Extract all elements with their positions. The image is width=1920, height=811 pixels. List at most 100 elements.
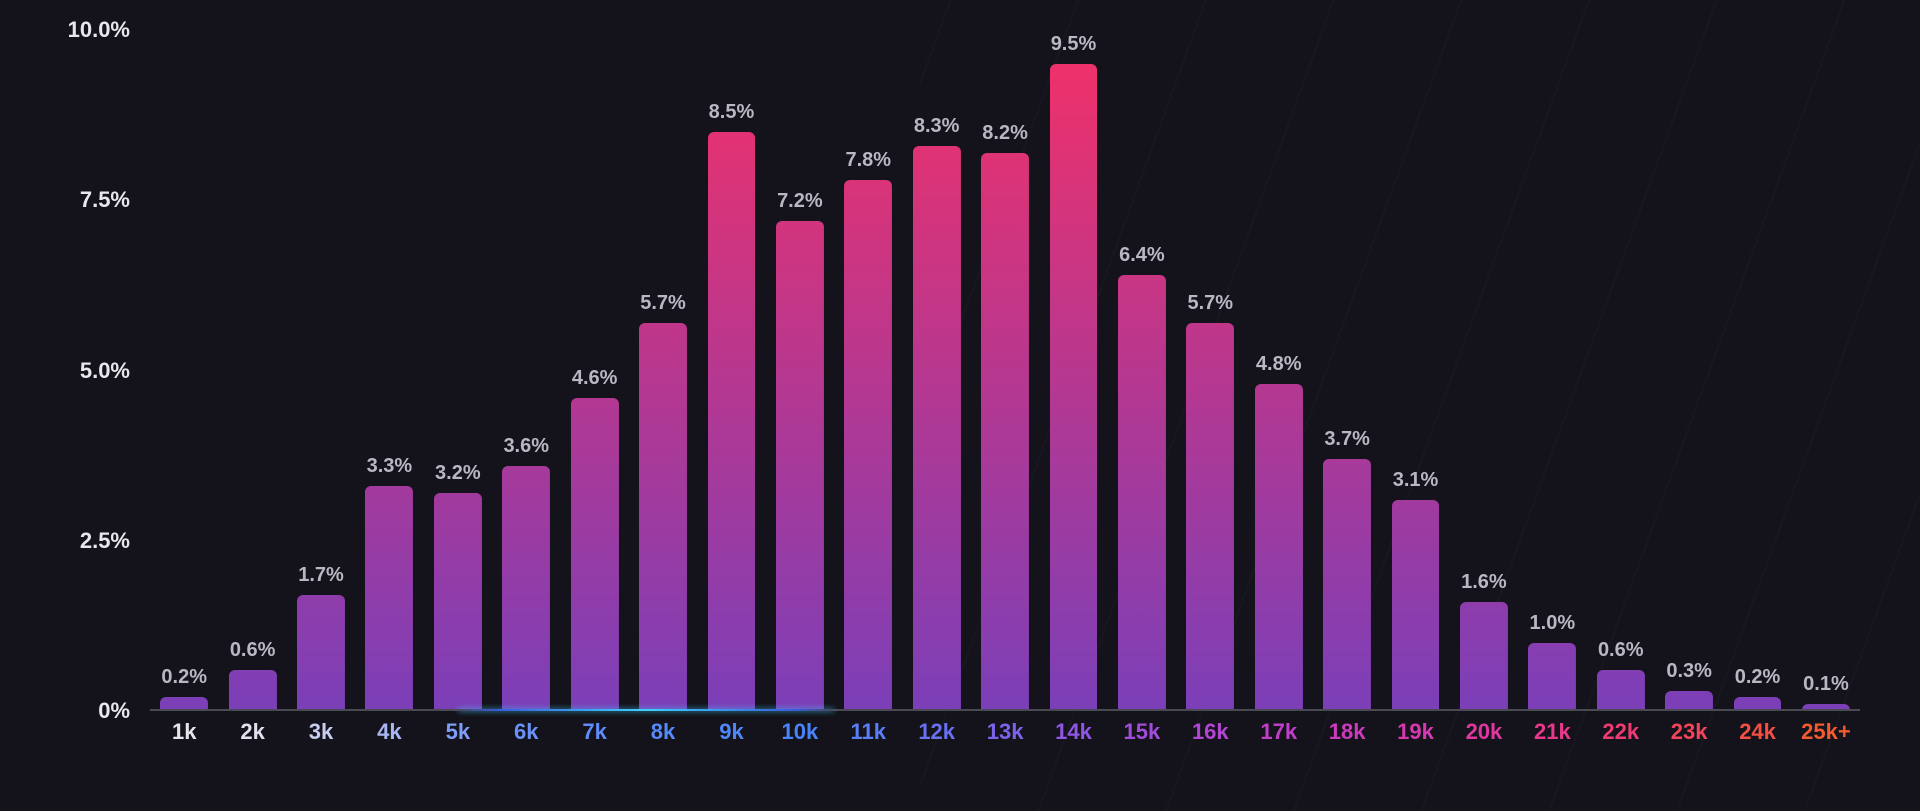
bar: 3.7% [1313,30,1381,711]
bar-rect [1460,602,1508,711]
x-axis-label: 17k [1245,711,1313,745]
x-axis-label: 18k [1313,711,1381,745]
x-axis-label: 9k [697,711,765,745]
x-axis-label: 5k [424,711,492,745]
bar-rect [297,595,345,711]
bar: 3.1% [1381,30,1449,711]
x-axis-label: 15k [1108,711,1176,745]
bar-rect [1665,691,1713,711]
bar-rect [844,180,892,711]
bar-value-label: 1.7% [298,564,344,587]
bar: 5.7% [629,30,697,711]
bar-rect [1323,459,1371,711]
bar-rect [229,670,277,711]
bar-value-label: 0.2% [161,666,207,689]
y-tick: 2.5% [60,528,130,554]
y-tick: 10.0% [60,17,130,43]
bar-value-label: 0.2% [1735,666,1781,689]
y-tick: 5.0% [60,358,130,384]
bar: 0.3% [1655,30,1723,711]
bar: 7.2% [766,30,834,711]
bar-value-label: 3.7% [1324,428,1370,451]
x-axis-label: 22k [1587,711,1655,745]
y-axis: 10.0%7.5%5.0%2.5%0% [60,30,140,711]
bar: 8.5% [697,30,765,711]
bar: 8.3% [902,30,970,711]
x-axis-label: 23k [1655,711,1723,745]
bar: 1.0% [1518,30,1586,711]
bar-rect [776,221,824,711]
bar-value-label: 3.2% [435,462,481,485]
bar: 3.6% [492,30,560,711]
bar-value-label: 7.8% [845,149,891,172]
bar: 6.4% [1108,30,1176,711]
bar-rect [913,146,961,711]
plot-area: 0.2% 0.6% 1.7% 3.3% 3.2% 3.6% 4.6% 5.7% 8.5% 7.2%… [150,30,1860,711]
bar: 5.7% [1176,30,1244,711]
bar-value-label: 6.4% [1119,244,1165,267]
bar: 0.6% [1587,30,1655,711]
bars-container: 0.2% 0.6% 1.7% 3.3% 3.2% 3.6% 4.6% 5.7% 8.5% 7.2%… [150,30,1860,711]
bar: 3.3% [355,30,423,711]
bar-rect [1597,670,1645,711]
bar-rect [502,466,550,711]
bar-value-label: 4.6% [572,367,618,390]
bar: 3.2% [424,30,492,711]
bar-value-label: 0.6% [230,639,276,662]
bar-value-label: 9.5% [1051,33,1097,56]
bar-rect [708,132,756,711]
bar: 8.2% [971,30,1039,711]
bar-rect [981,153,1029,711]
x-axis-label: 2k [218,711,286,745]
x-axis-label: 10k [766,711,834,745]
x-axis-label: 6k [492,711,560,745]
x-axis-label: 11k [834,711,902,745]
x-axis-label: 12k [902,711,970,745]
bar-value-label: 4.8% [1256,353,1302,376]
bar: 4.8% [1245,30,1313,711]
bar: 0.2% [150,30,218,711]
bar-rect [1050,64,1098,711]
bar-value-label: 5.7% [1188,292,1234,315]
bar-rect [639,323,687,711]
bar-value-label: 7.2% [777,190,823,213]
bar: 1.7% [287,30,355,711]
bar-value-label: 8.3% [914,115,960,138]
x-axis-label: 20k [1450,711,1518,745]
x-axis-label: 24k [1723,711,1791,745]
bar-value-label: 3.1% [1393,469,1439,492]
x-axis-label: 4k [355,711,423,745]
bar-value-label: 5.7% [640,292,686,315]
x-axis-label: 1k [150,711,218,745]
x-axis: 1k2k3k4k5k6k7k8k9k10k11k12k13k14k15k16k1… [150,711,1860,751]
bar-value-label: 1.6% [1461,571,1507,594]
bar-value-label: 0.6% [1598,639,1644,662]
x-axis-label: 13k [971,711,1039,745]
bar-rect [434,493,482,711]
bar-value-label: 1.0% [1530,612,1576,635]
bar-rect [571,398,619,711]
bar-value-label: 8.2% [982,122,1028,145]
x-axis-label: 14k [1039,711,1107,745]
bar-rect [1255,384,1303,711]
bar: 4.6% [560,30,628,711]
x-axis-label: 19k [1381,711,1449,745]
bar: 7.8% [834,30,902,711]
bar: 9.5% [1039,30,1107,711]
bar: 0.6% [218,30,286,711]
bar: 0.1% [1792,30,1860,711]
bar-value-label: 3.6% [503,435,549,458]
y-tick: 0% [60,698,130,724]
bar-rect [1392,500,1440,711]
x-axis-label: 21k [1518,711,1586,745]
bar-value-label: 0.3% [1666,660,1712,683]
bar: 1.6% [1450,30,1518,711]
bar-rect [365,486,413,711]
x-axis-label: 7k [560,711,628,745]
bar-rect [1528,643,1576,711]
x-axis-label: 25k+ [1792,711,1860,745]
bar: 0.2% [1723,30,1791,711]
bar-rect [1186,323,1234,711]
bar-rect [1118,275,1166,711]
bar-value-label: 3.3% [367,455,413,478]
